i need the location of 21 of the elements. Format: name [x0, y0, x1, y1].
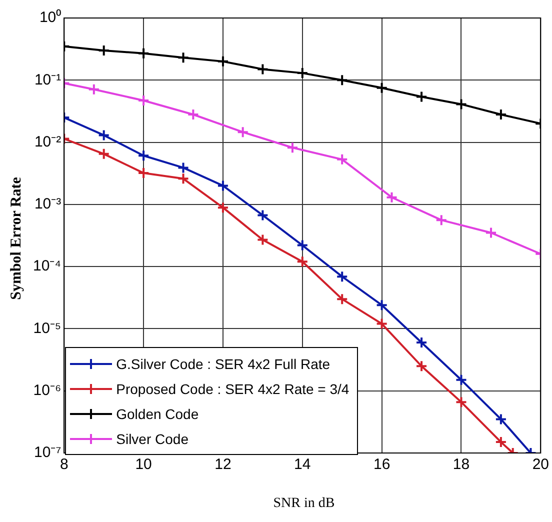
- legend-label: G.Silver Code : SER 4x2 Full Rate: [116, 356, 330, 372]
- x-tick-label: 20: [532, 456, 549, 474]
- legend-label: Golden Code: [116, 406, 199, 422]
- y-tick-label: 10⁰: [39, 9, 62, 26]
- x-tick-label: 10: [135, 456, 152, 474]
- legend-label: Proposed Code : SER 4x2 Rate = 3/4: [116, 380, 350, 396]
- y-tick-label: 10⁻³: [34, 196, 62, 213]
- y-tick-label: 10⁻⁶: [33, 382, 62, 399]
- y-tick-label: 10⁻⁵: [33, 320, 62, 337]
- y-tick-label: 10⁻⁴: [32, 258, 62, 275]
- x-tick-label: 14: [294, 456, 311, 474]
- legend-label: Silver Code: [116, 430, 188, 446]
- y-tick-label: 10⁻⁷: [34, 444, 62, 462]
- y-axis-title: Symbol Error Rate: [8, 176, 26, 302]
- x-tick-label: 8: [60, 456, 68, 474]
- y-tick-label: 10⁻²: [34, 133, 62, 150]
- x-tick-label: 16: [373, 456, 390, 474]
- y-tick-label: 10⁻¹: [34, 71, 62, 88]
- x-tick-label: 18: [452, 456, 470, 474]
- x-tick-label: 12: [214, 456, 232, 474]
- x-axis-title: SNR in dB: [272, 496, 336, 512]
